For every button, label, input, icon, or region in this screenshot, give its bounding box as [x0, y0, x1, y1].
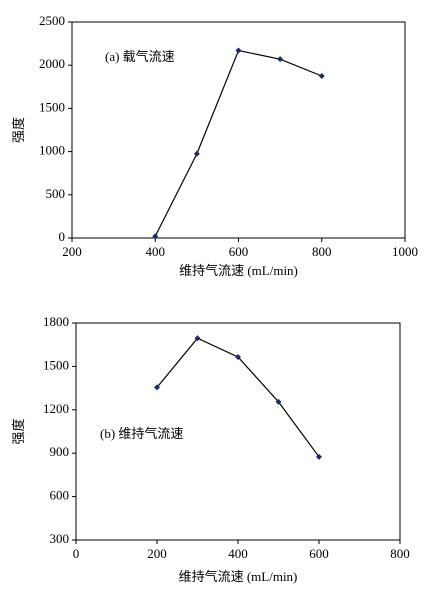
y-tick-label: 1000: [39, 143, 65, 158]
x-tick-label: 200: [62, 244, 82, 259]
y-tick-label: 1800: [43, 314, 69, 329]
x-tick-label: 800: [390, 546, 410, 561]
y-tick-label: 600: [50, 488, 70, 503]
x-tick-label: 200: [147, 546, 167, 561]
y-tick-label: 900: [50, 444, 70, 459]
y-axis-label: 强度: [11, 418, 26, 444]
y-tick-label: 1500: [43, 357, 69, 372]
data-line: [154, 49, 322, 237]
y-tick-label: 500: [46, 186, 66, 201]
data-point: [318, 73, 325, 79]
data-point: [193, 150, 200, 157]
x-tick-label: 400: [228, 546, 248, 561]
x-tick-label: 600: [309, 546, 329, 561]
x-tick-label: 600: [229, 244, 249, 259]
annotation: (a) 载气流速: [105, 49, 175, 64]
data-point: [152, 233, 159, 240]
data-point: [235, 47, 242, 54]
x-tick-label: 800: [312, 244, 332, 259]
x-axis-label: 维持气流速 (mL/min): [179, 263, 298, 278]
y-tick-label: 1200: [43, 401, 69, 416]
data-point: [275, 398, 282, 405]
x-axis-label: 维持气流速 (mL/min): [179, 569, 298, 584]
y-tick-label: 1500: [39, 99, 65, 114]
y-axis-label: 强度: [11, 117, 26, 143]
x-tick-label: 1000: [392, 244, 418, 259]
data-point: [316, 453, 322, 460]
data-point: [194, 335, 201, 342]
data-point: [235, 353, 241, 360]
x-tick-label: 400: [146, 244, 166, 259]
x-tick-label: 0: [73, 546, 80, 561]
data-point: [154, 384, 160, 391]
data-point: [277, 56, 284, 63]
y-tick-label: 2000: [39, 56, 65, 71]
y-tick-label: 0: [59, 229, 66, 244]
annotation: (b) 维持气流速: [100, 426, 183, 441]
y-tick-label: 2500: [39, 13, 65, 28]
y-tick-label: 300: [50, 531, 70, 546]
